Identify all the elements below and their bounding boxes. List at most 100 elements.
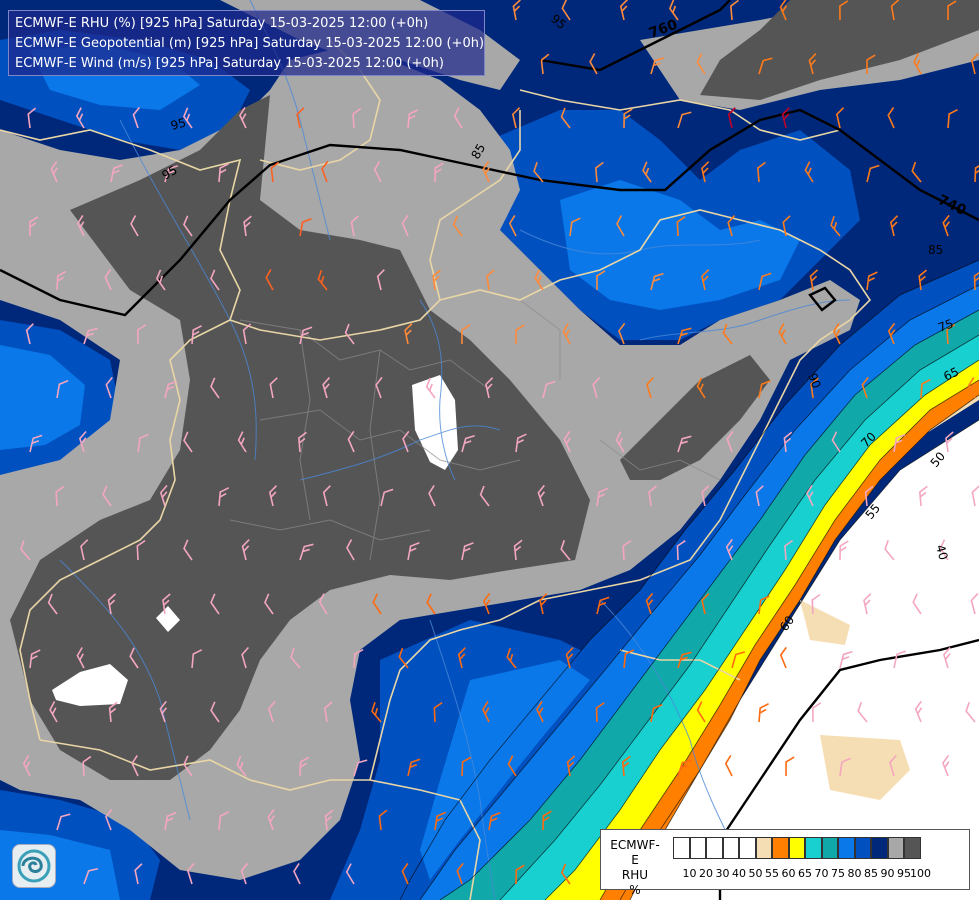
wind-barb-icon bbox=[290, 648, 301, 669]
wind-barb-icon bbox=[831, 431, 841, 453]
title-box: ECMWF-E RHU (%) [925 hPa] Saturday 15-03… bbox=[8, 10, 485, 76]
rhu-60-65-band bbox=[545, 360, 979, 900]
wind-barb-icon bbox=[779, 0, 788, 21]
wind-barb-icon bbox=[347, 430, 355, 453]
wind-barb-icon bbox=[76, 214, 85, 237]
wind-barb-icon bbox=[375, 376, 383, 399]
wind-barb-icon bbox=[515, 864, 525, 885]
wind-barb-icon bbox=[783, 431, 793, 453]
rhu-label-95-west: 95 bbox=[169, 115, 187, 132]
wind-barb-icon bbox=[376, 269, 385, 291]
wind-barb-icon bbox=[22, 755, 31, 777]
wind-barb-icon bbox=[615, 431, 625, 453]
legend-swatch bbox=[739, 837, 756, 859]
wind-barb-icon bbox=[241, 646, 249, 669]
wind-barb-icon bbox=[677, 435, 692, 453]
wind-barb-icon bbox=[317, 269, 328, 291]
wind-barb-icon bbox=[696, 377, 706, 399]
wind-barb-icon bbox=[701, 593, 710, 615]
wind-barb-icon bbox=[669, 0, 679, 21]
wind-barb-icon bbox=[727, 215, 736, 237]
wind-barb-icon bbox=[47, 593, 58, 615]
wind-barb-icon bbox=[804, 161, 814, 183]
wind-barbs bbox=[20, 0, 979, 885]
wind-barb-icon bbox=[696, 53, 706, 75]
wind-barb-icon bbox=[839, 757, 851, 777]
wind-barb-icon bbox=[378, 809, 388, 831]
wind-barb-icon bbox=[318, 593, 328, 615]
rhu-label-90: 90 bbox=[805, 371, 823, 390]
wind-barb-icon bbox=[537, 484, 546, 507]
legend-tick-label: 90 bbox=[880, 867, 895, 880]
wind-barb-icon bbox=[237, 431, 247, 453]
wind-barb-icon bbox=[162, 593, 171, 615]
wind-barb-icon bbox=[239, 106, 247, 129]
wind-barb-icon bbox=[78, 430, 87, 453]
wind-barb-icon bbox=[20, 540, 31, 561]
wind-barb-icon bbox=[560, 863, 571, 885]
wind-barb-icon bbox=[186, 862, 195, 885]
legend-swatch bbox=[904, 837, 921, 859]
wind-barb-icon bbox=[321, 160, 329, 183]
wind-barb-icon bbox=[110, 164, 123, 183]
rhu-70-75-band bbox=[440, 310, 979, 900]
wind-barb-icon bbox=[758, 703, 769, 723]
wind-barb-icon bbox=[618, 322, 626, 345]
wind-barb-icon bbox=[542, 380, 556, 399]
wind-barb-icon bbox=[457, 647, 466, 669]
wind-barb-icon bbox=[970, 593, 979, 615]
wind-barb-icon bbox=[134, 863, 143, 885]
wind-barb-icon bbox=[240, 862, 249, 885]
wind-barb-icon bbox=[781, 107, 790, 129]
wind-barb-icon bbox=[56, 270, 67, 291]
wind-barb-icon bbox=[267, 808, 276, 831]
wind-barb-icon bbox=[322, 485, 331, 507]
wind-barb-icon bbox=[758, 380, 771, 399]
wind-barb-icon bbox=[508, 214, 517, 237]
wind-barb-icon bbox=[785, 756, 795, 777]
wind-barb-icon bbox=[371, 702, 382, 723]
wind-barb-icon bbox=[730, 0, 739, 21]
wind-barb-icon bbox=[241, 539, 250, 561]
legend-title-variable: RHU bbox=[621, 868, 649, 882]
wind-barb-icon bbox=[539, 593, 548, 615]
wind-barb-icon bbox=[461, 756, 472, 777]
wind-barb-icon bbox=[731, 651, 746, 669]
wind-barb-icon bbox=[676, 216, 686, 237]
wind-barb-icon bbox=[488, 811, 501, 831]
rhu-75-80-west bbox=[0, 345, 85, 450]
legend-title-unit: % bbox=[629, 883, 641, 897]
wind-barb-icon bbox=[407, 758, 421, 777]
wind-barb-icon bbox=[353, 759, 368, 777]
wind-barb-icon bbox=[806, 484, 814, 507]
wind-barb-icon bbox=[264, 593, 274, 615]
wind-barb-icon bbox=[839, 650, 853, 669]
wind-barb-icon bbox=[345, 863, 355, 885]
wind-barb-icon bbox=[428, 484, 436, 507]
wind-barb-icon bbox=[49, 701, 58, 723]
wind-barb-icon bbox=[137, 433, 149, 453]
wind-barb-icon bbox=[155, 269, 166, 291]
wind-barb-icon bbox=[650, 704, 663, 723]
wind-barb-icon bbox=[650, 57, 665, 75]
wind-barb-icon bbox=[210, 269, 220, 291]
rhu-95-100-northeast bbox=[700, 0, 979, 100]
wind-barb-icon bbox=[407, 542, 420, 561]
wind-barb-icon bbox=[132, 106, 141, 129]
wind-barb-icon bbox=[130, 215, 139, 237]
wind-barb-icon bbox=[866, 54, 876, 75]
wind-barb-icon bbox=[725, 538, 734, 561]
wind-barb-icon bbox=[299, 543, 314, 561]
wind-barb-icon bbox=[483, 592, 491, 615]
wind-barb-icon bbox=[913, 53, 922, 75]
wind-barb-icon bbox=[136, 539, 146, 561]
wind-barb-icon bbox=[946, 323, 956, 345]
wind-barb-icon bbox=[755, 485, 764, 507]
legend-title-model: ECMWF-E bbox=[610, 838, 660, 867]
wind-barb-icon bbox=[29, 649, 41, 669]
wind-barb-icon bbox=[401, 214, 409, 237]
wind-barb-icon bbox=[542, 810, 552, 831]
wind-barb-icon bbox=[701, 485, 710, 507]
wind-barb-icon bbox=[646, 376, 654, 399]
